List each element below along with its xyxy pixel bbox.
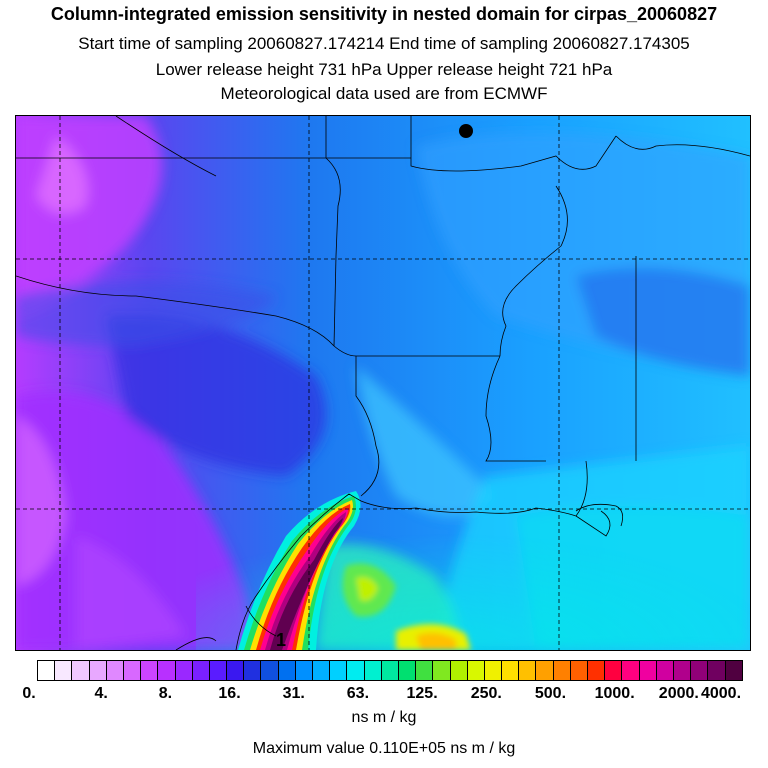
color-scale-cell [416,661,434,680]
color-scale-cell [588,661,606,680]
color-scale-cell [553,661,571,680]
color-scale-cell [433,661,451,680]
color-scale-tick-label: 1000. [594,685,635,702]
color-scale-cell [570,661,588,680]
color-scale-tick-label: 4. [94,685,108,702]
color-scale-cell [536,661,554,680]
color-scale-cell [89,661,107,680]
release-height-line: Lower release height 731 hPa Upper relea… [155,60,613,79]
color-scale-bar [37,660,743,681]
color-scale-cell [313,661,331,680]
color-scale-cell [502,661,520,680]
trajectory-label: 1 [276,630,286,650]
color-scale-cell [175,661,193,680]
color-scale-cell [622,661,640,680]
map-canvas: 1 [16,116,750,650]
color-scale-cell [673,661,692,680]
color-scale-tick-label: 125. [406,685,438,702]
color-scale-cell [605,661,623,680]
color-scale-cell [227,661,245,680]
release-point-marker [459,124,473,138]
color-scale-units: ns m / kg [351,709,417,726]
color-scale-tick-label: 4000. [700,685,742,702]
color-scale-cell [158,661,176,680]
maximum-value-text: Maximum value 0.110E+05 ns m / kg [252,740,516,757]
color-scale-cell [209,661,228,680]
state-borders [16,116,750,517]
gulf-high-sensitivity [342,563,471,650]
color-scale-tick-label: 16. [218,685,241,702]
color-scale-tick-label: 2000. [658,685,699,702]
color-scale-tick-label: 63. [346,685,370,702]
color-scale-cell [484,661,503,680]
color-scale-cell [347,661,365,680]
color-scale-cell [450,661,468,680]
color-scale-cell [106,661,124,680]
sampling-time-line: Start time of sampling 20060827.174214 E… [78,34,690,53]
color-scale-cell [141,661,159,680]
color-scale-cell [55,661,73,680]
color-scale-tick-label: 250. [470,685,502,702]
color-scale-cell [295,661,313,680]
color-scale-cell [467,661,485,680]
meteorological-data-line: Meteorological data used are from ECMWF [220,84,548,103]
color-scale-cell [398,661,417,680]
color-scale-cell [261,661,279,680]
color-scale-tick-label: 500. [534,685,567,702]
color-scale-cell [244,661,262,680]
color-scale-cell [330,661,348,680]
color-scale-cell [38,661,56,680]
emission-plume [238,491,361,650]
map-title: Column-integrated emission sensitivity i… [50,4,718,24]
color-scale-cell [519,661,537,680]
color-scale-cell [708,661,726,680]
color-scale-cell [381,661,399,680]
graticule [16,116,750,650]
emission-sensitivity-map: 1 [15,115,751,651]
color-scale-cell [364,661,382,680]
coastline [175,493,624,650]
color-scale-cell [725,661,742,680]
color-scale-cell [72,661,90,680]
color-scale-cell [656,661,674,680]
color-scale-cell [123,661,142,680]
color-scale-tick-label: 0. [22,685,36,702]
color-scale-tick-label: 8. [158,685,173,702]
color-scale-cell [192,661,210,680]
color-scale-cell [691,661,709,680]
color-scale-tick-label: 31. [282,685,305,702]
color-scale-cell [278,661,296,680]
color-scale-cell [639,661,657,680]
